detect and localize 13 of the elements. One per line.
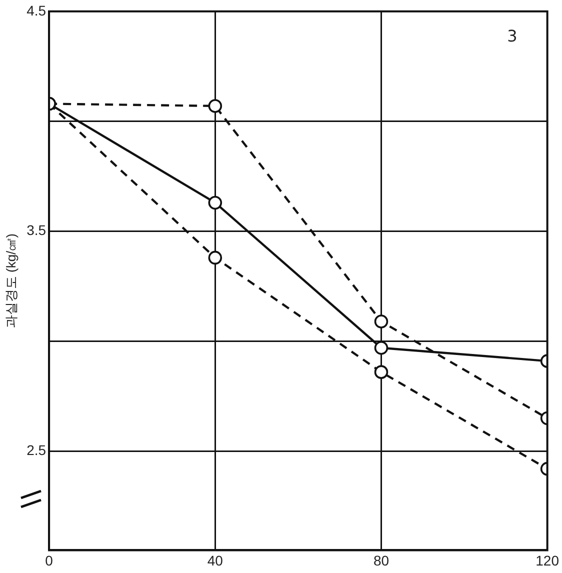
- x-tick-label: 120: [536, 552, 560, 568]
- point: [208, 99, 222, 113]
- annotation: 3: [507, 26, 518, 46]
- point: [208, 196, 222, 210]
- y-tick-label: 3.5: [26, 222, 46, 238]
- y-tick-label: 2.5: [26, 442, 46, 458]
- y-axis-title: 과실경도 (kg/㎠): [3, 233, 18, 328]
- y-tick-label: 4.5: [26, 2, 46, 18]
- point: [374, 314, 388, 328]
- x-tick-label: 40: [207, 552, 224, 568]
- x-tick-label: 0: [45, 552, 54, 568]
- point: [374, 340, 388, 355]
- x-tick-label: 80: [373, 552, 390, 568]
